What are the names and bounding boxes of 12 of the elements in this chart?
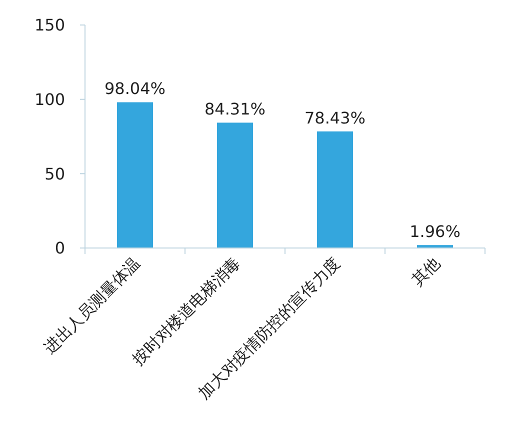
y-tick-label: 100 [34, 90, 65, 109]
data-label: 78.43% [304, 108, 366, 128]
y-tick-label: 50 [44, 164, 65, 184]
data-label: 98.04% [104, 79, 166, 98]
x-tick-label: 其他 [408, 253, 444, 290]
y-tick-label: 150 [34, 16, 65, 35]
bar [117, 102, 153, 248]
data-label: 1.96% [410, 222, 460, 242]
bar [217, 122, 253, 248]
bar [317, 131, 353, 248]
y-tick-label: 0 [54, 238, 65, 258]
data-label: 84.31% [204, 100, 266, 119]
